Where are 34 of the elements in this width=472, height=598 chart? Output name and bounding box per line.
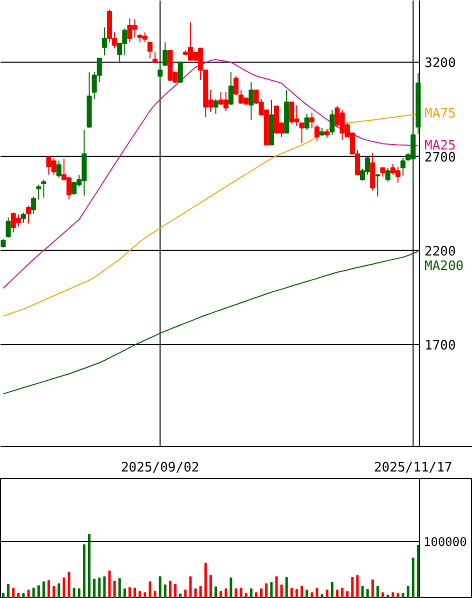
candlestick xyxy=(147,42,153,59)
candlestick xyxy=(304,113,310,130)
candlestick xyxy=(41,179,46,198)
candlestick xyxy=(178,62,183,84)
candlestick xyxy=(228,72,234,106)
line-series xyxy=(2,250,419,394)
candlestick xyxy=(314,124,320,142)
y-tick-label: 2700 xyxy=(424,150,456,166)
candlestick xyxy=(158,64,163,83)
y-tick-label: 3200 xyxy=(424,56,456,72)
candlestick xyxy=(20,212,26,224)
candlestick xyxy=(233,76,239,96)
series-label: MA75 xyxy=(424,106,456,122)
candlestick xyxy=(330,110,335,136)
candlestick xyxy=(31,196,36,214)
x-tick-label: 2025/09/02 xyxy=(120,460,200,476)
candlestick xyxy=(6,216,11,238)
x-tick-label: 2025/11/17 xyxy=(374,460,452,476)
candlestick xyxy=(400,157,406,176)
candlestick xyxy=(213,98,218,114)
candlestick xyxy=(102,26,107,56)
text: 100000 xyxy=(424,535,467,550)
series-label: MA200 xyxy=(424,258,464,274)
candlestick xyxy=(248,82,254,120)
candlestick xyxy=(162,42,168,66)
y-tick-label: 2200 xyxy=(424,244,456,260)
candlestick xyxy=(152,52,158,64)
y-tick-label: 1700 xyxy=(424,338,456,354)
candlestick xyxy=(385,167,390,182)
candlestick xyxy=(299,122,304,144)
candlestick xyxy=(56,160,62,178)
candlestick xyxy=(36,184,42,200)
candlestick xyxy=(309,112,314,128)
candlestick xyxy=(26,205,32,224)
